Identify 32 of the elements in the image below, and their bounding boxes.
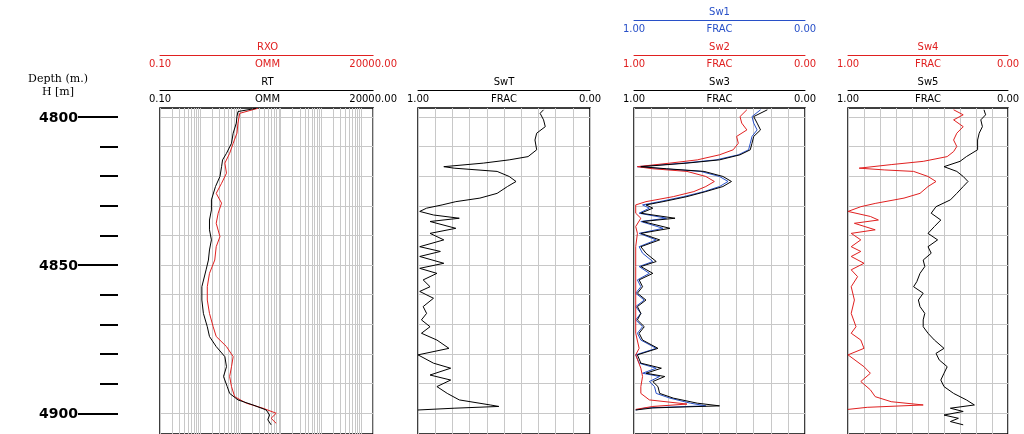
text: 0.00 [793,57,817,69]
text: 20000.00 [349,57,397,69]
x-tick-label: 0.00 [578,92,602,104]
text: RT [261,75,275,87]
x-axis-title: FRAC [706,92,733,104]
y-tick-label: 4800 [39,108,79,125]
text: Sw1 [709,5,730,17]
text: 0.00 [996,57,1020,69]
text: RXO [256,40,279,52]
text: FRAC [706,22,733,34]
text: 1.00 [836,57,860,69]
y-tick-label: 4850 [39,257,79,274]
text: Sw2 [709,40,730,52]
text: 0.10 [148,57,172,69]
y-tick-label: 4900 [39,405,79,422]
y-axis-title: Depth (m.) H [m] [28,72,88,98]
x-tick-label: 0.00 [996,92,1020,104]
x-axis-title: OMM [254,92,281,104]
x-axis-title: FRAC [491,92,517,104]
text: 1.00 [622,57,646,69]
x-axis-title: FRAC [915,92,941,104]
text: FRAC [915,57,941,69]
text: Sw5 [917,75,939,87]
text: Sw3 [709,75,730,87]
text: OMM [254,57,281,69]
x-tick-label: 20000.00 [349,92,397,104]
text: Sw4 [917,40,939,52]
x-tick-label: 0.10 [148,92,172,104]
text: FRAC [706,57,733,69]
text: SwT [493,75,516,87]
x-tick-label: 1.00 [406,92,430,104]
x-tick-label: 1.00 [836,92,860,104]
